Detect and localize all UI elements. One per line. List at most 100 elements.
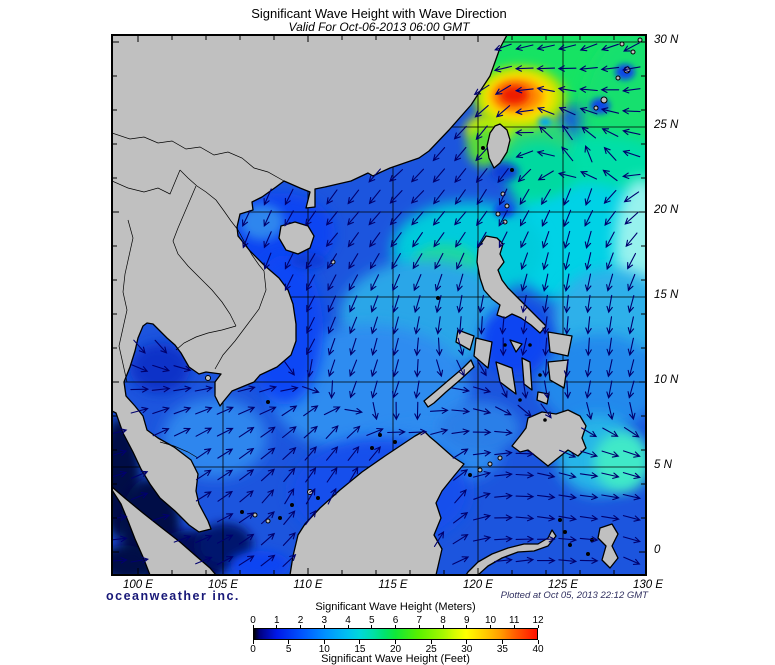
meters-tick-label: 2 [297,615,304,626]
lon-label: 110 E [293,579,323,591]
lat-label: 30 N [654,34,679,46]
island-dot [370,446,374,450]
land-cebu [521,357,533,391]
page-title: Significant Wave Height with Wave Direct… [251,6,507,21]
feet-tick-mark [501,640,503,644]
lon-label: 115 E [378,579,408,591]
land-taiwan [486,123,511,169]
land-mindoro [455,329,475,351]
meters-tick-mark [442,625,444,628]
meters-tick-mark [418,625,420,628]
meters-tick-mark [537,625,539,628]
meters-tick-mark [252,625,254,628]
land-halmahera [597,523,619,569]
meters-tick-label: 5 [368,615,375,626]
meters-tick-label: 9 [463,615,470,626]
feet-tick-label: 30 [461,644,473,655]
meters-tick-mark [323,625,325,628]
meters-tick-mark [276,625,278,628]
meters-tick-label: 11 [509,615,520,626]
land-panay [473,337,493,369]
island-dot [600,96,608,104]
island-dot [586,552,590,556]
legend-meters-title: Significant Wave Height (Meters) [315,601,476,613]
island-dot [563,530,567,534]
meters-tick-label: 6 [392,615,399,626]
wave-height-region [505,142,575,198]
island-dot [436,296,440,300]
island-dot [378,433,382,437]
wave-height-region [240,204,284,240]
wave-height-region [491,163,519,181]
land-masbate [509,339,523,353]
island-dot [477,467,483,473]
feet-tick-label: 35 [496,644,508,655]
feet-tick-mark [359,640,361,644]
land-luzon [476,235,547,334]
island-dot [240,510,244,514]
island-dot [538,373,542,377]
legend-feet-title: Significant Wave Height (Feet) [321,653,470,665]
meters-tick-label: 3 [321,615,328,626]
meters-tick-label: 1 [273,615,280,626]
lon-label: 120 E [462,579,494,591]
island-dot [495,211,501,217]
meters-tick-label: 12 [532,615,544,626]
map-layers [112,35,646,575]
meters-tick-mark [490,625,491,628]
plotted-at-note: Plotted at Oct 05, 2013 22:12 GMT [500,590,648,601]
feet-tick-mark [395,640,396,644]
valid-time-subtitle: Valid For Oct-06-2013 06:00 GMT [288,20,470,34]
country-border [214,229,267,370]
feet-tick-mark [288,640,290,644]
lat-label: 25 N [654,119,679,131]
island-dot [615,75,621,81]
land-leyte [547,359,569,389]
island-dot [316,496,320,500]
feet-tick-label: 20 [389,644,402,655]
island-dot [510,168,514,172]
wave-height-region [538,117,552,127]
island-dot [503,343,507,347]
land-palawan [423,359,475,408]
country-border [118,219,134,383]
land-sumatra [112,486,217,575]
land-negros [495,361,517,395]
island-dot [278,516,282,520]
meters-tick-label: 7 [416,615,423,626]
meters-tick-label: 10 [484,615,497,626]
meters-tick-mark [466,625,468,628]
wave-height-region [440,402,520,454]
land-hainan [278,221,315,255]
feet-tick-label: 10 [318,644,330,655]
island-dot [205,375,211,381]
island-dot [487,461,493,467]
feet-tick-label: 25 [425,644,437,655]
oceanweather-logo: oceanweather inc. [106,589,240,603]
feet-tick-label: 40 [532,644,544,655]
country-border [175,325,237,351]
island-dot [497,455,503,461]
island-dot [266,400,270,404]
island-dot [543,418,547,422]
frame-ticks [112,35,646,575]
feet-tick-mark [466,640,468,644]
lat-label: 0 [654,544,661,556]
wave-height-region [594,432,646,492]
country-border [112,169,181,195]
meters-tick-mark [513,625,515,628]
feet-tick-label: 0 [250,644,256,655]
island-dot [252,512,258,518]
lon-label: 130 E [632,579,664,591]
land-sulawesi [465,529,557,575]
lat-label: 15 N [654,289,679,301]
island-dot [630,49,636,55]
island-dot [558,518,562,522]
island-dot [504,203,510,209]
lat-label: 5 N [654,459,672,471]
wave-height-region [230,551,290,575]
feet-tick-mark [430,640,432,644]
meters-tick-label: 8 [440,615,446,626]
meters-tick-label: 4 [345,615,351,626]
